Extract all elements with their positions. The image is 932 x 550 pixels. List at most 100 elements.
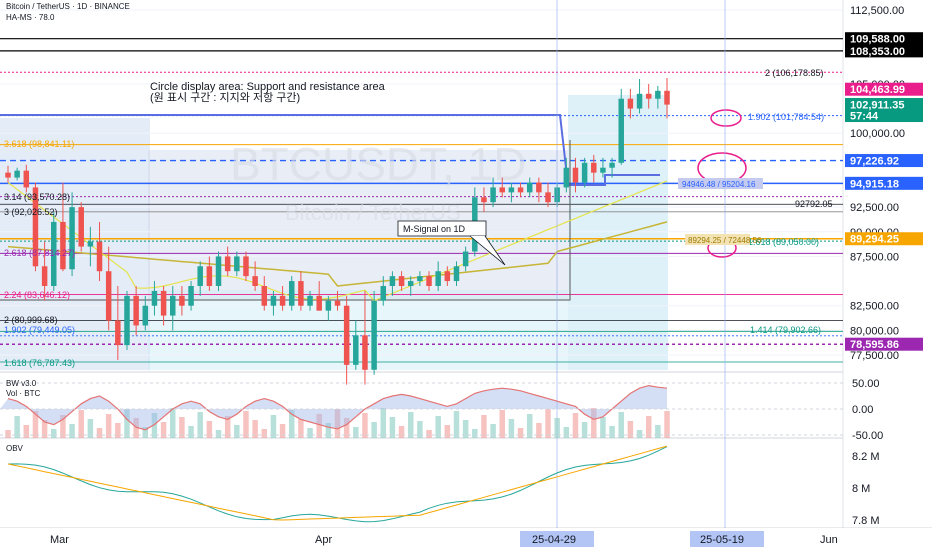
volume-bars (5, 408, 670, 438)
time-highlight-1: 25-04-29 (532, 534, 576, 546)
candle (618, 88, 624, 165)
candle (224, 246, 231, 277)
price-axis: 112,500.00105,000.00100,000.0092,500.009… (850, 5, 905, 362)
candle (636, 79, 643, 114)
volume-bar (69, 424, 75, 438)
candle-body (362, 335, 368, 370)
candle-body (581, 162, 588, 183)
volume-bar (87, 419, 94, 438)
obv-axis: 8.2 M 8 M 7.8 M (852, 451, 880, 527)
candle (124, 290, 130, 351)
volume-bar (472, 429, 478, 438)
price-tick: 77,500.00 (850, 350, 899, 362)
bw-oscillator (0, 384, 668, 431)
countdown-label: 57:44 (850, 111, 879, 123)
tag-108353-bg (845, 44, 923, 58)
time-label-apr: Apr (315, 534, 332, 546)
volume-bar (444, 425, 451, 438)
tag-89294-label: 89,294.25 (850, 234, 899, 246)
volume-bar (270, 415, 277, 438)
symbol-line[interactable]: Bitcoin / TetherUS · 1D · BINANCE (6, 2, 130, 11)
candle (444, 266, 451, 286)
volume-bar (142, 427, 149, 438)
panel-vol-label[interactable]: Vol · BTC (6, 389, 41, 398)
panel-bw-label[interactable]: BW v3.0 (6, 379, 37, 388)
volume-bar (279, 424, 286, 438)
obv-pane (7, 445, 668, 523)
volume-bar (206, 421, 213, 438)
volume-bar (78, 410, 84, 438)
volume-bar (462, 420, 469, 438)
volume-bar (572, 413, 579, 438)
candle (545, 182, 551, 208)
candle (206, 256, 213, 291)
candle-body (481, 197, 487, 203)
candle (188, 281, 194, 311)
candle-body (490, 187, 496, 203)
bw-line (7, 384, 668, 431)
candle-body (353, 335, 359, 365)
tag-78595-label: 78,595.86 (850, 339, 899, 351)
candle-body (462, 251, 469, 267)
lvl-92792: 92792.05 (795, 199, 833, 209)
obv-signal (7, 445, 668, 521)
candle-body (78, 207, 84, 247)
candle-body (609, 162, 615, 168)
candle (600, 157, 606, 178)
volume-bar (307, 428, 313, 438)
volume-bar (133, 418, 139, 438)
candle (78, 202, 84, 252)
candle-body (105, 271, 112, 321)
candle (435, 261, 441, 291)
candle-body (69, 207, 75, 270)
candle-body (444, 271, 451, 282)
obv-tick: 8.2 M (852, 451, 880, 463)
price-tick: 112,500.00 (850, 5, 904, 17)
candle (270, 290, 277, 316)
volume-bar (288, 410, 295, 438)
panel-obv-label[interactable]: OBV (6, 444, 23, 453)
osc-tick: 0.00 (852, 404, 873, 416)
candle (591, 154, 597, 183)
candle (298, 271, 304, 311)
volume-bar (526, 414, 533, 438)
candle-body (270, 295, 277, 306)
volume-bar (508, 419, 515, 438)
candle (572, 157, 579, 193)
tag-109588: 109,588.00 (845, 32, 923, 46)
indicator-1[interactable]: HA-MS · 78.0 (6, 13, 55, 22)
resistance-path (0, 114, 660, 186)
box-label-2: 89294.25 / 72448.56 (685, 234, 762, 245)
candles (5, 78, 670, 385)
fib-1902-right: 1.902 (101,784.54) (748, 112, 824, 122)
volume-bar (23, 425, 30, 438)
fib-2-left: 2 (80,999.68) (4, 315, 58, 325)
osc-tick: 50.00 (852, 378, 880, 390)
candle (115, 286, 121, 360)
candle-body (14, 170, 20, 178)
candle (481, 187, 487, 213)
volume-bar (325, 423, 332, 438)
volume-bar (160, 422, 167, 438)
candle-body (563, 167, 570, 188)
volume-bar (105, 414, 112, 438)
fib-314: 3.14 (93,570.28) (4, 192, 70, 202)
volume-bar (545, 409, 551, 438)
candle-body (343, 305, 350, 365)
candle (151, 281, 158, 316)
candle-body (526, 182, 533, 193)
candle-body (325, 300, 332, 311)
candle (389, 271, 396, 296)
tag-94915: 94,915.18 (845, 176, 923, 190)
candle (234, 251, 240, 277)
volume-bar (5, 430, 11, 438)
fib-3618: 3.618 (98,841.11) (4, 139, 74, 149)
candle (14, 167, 20, 181)
candle-body (453, 266, 460, 282)
volume-bar (298, 419, 304, 438)
tag-104463-bg (845, 82, 923, 96)
tag-94915-bg (845, 176, 923, 190)
